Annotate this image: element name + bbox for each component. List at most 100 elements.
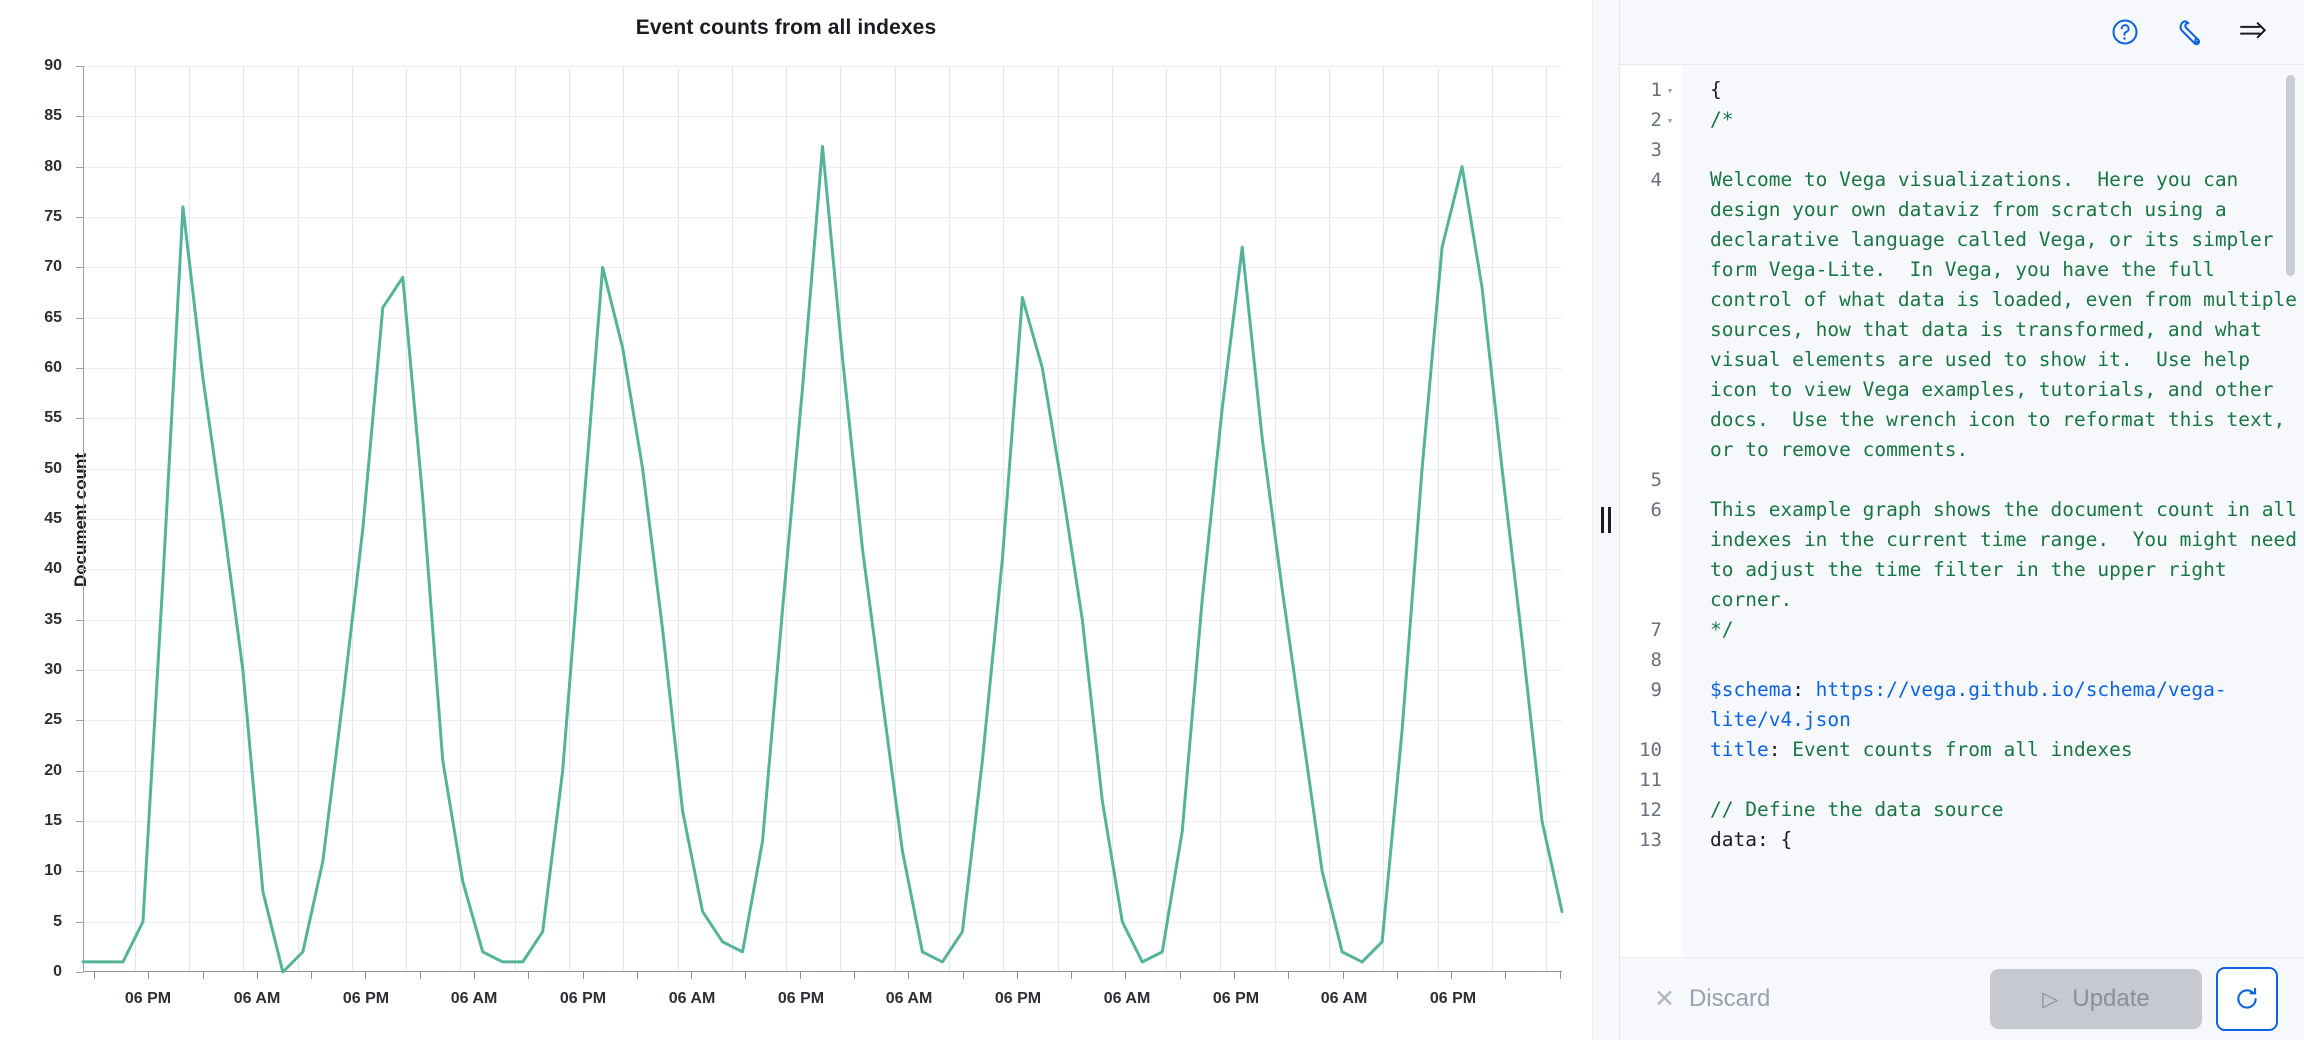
x-tick-mark [365,972,366,979]
y-tick-label: 20 [44,761,62,779]
code-line[interactable]: // Define the data source [1682,795,2304,825]
x-tick-mark [1071,972,1072,979]
line-number-text: 2 [1650,109,1662,131]
editor-vertical-scrollbar[interactable] [2284,73,2297,278]
update-button[interactable]: ▷ Update [1990,969,2202,1029]
y-tick-mark [76,66,83,67]
x-tick-label: 06 PM [559,990,607,1007]
x-gridline [1546,66,1547,972]
x-tick-mark [854,972,855,979]
y-tick-label: 40 [44,560,62,578]
line-number-block: 10▾ [1620,735,1682,765]
x-tick-mark [691,972,692,979]
y-tick-mark [76,317,83,319]
line-number-block: 13▾ [1620,825,1682,855]
chart-title: Event counts from all indexes [0,16,1592,40]
x-tick-mark [1451,972,1452,979]
x-gridline [1220,66,1221,972]
x-tick-mark [745,972,746,979]
line-number: 5▾ [1620,465,1682,495]
code-line[interactable] [1682,765,2304,795]
x-tick-label: 06 AM [1320,990,1368,1007]
line-number-text: 4 [1650,169,1662,191]
code-line[interactable]: This example graph shows the document co… [1682,495,2304,615]
code-line[interactable] [1682,135,2304,165]
line-number-text: 13 [1639,829,1662,851]
x-tick-label: 06 PM [1429,990,1477,1007]
x-gridline [1112,66,1113,972]
line-number: 1 ▾ [1620,75,1682,105]
y-gridline [83,368,1562,369]
y-gridline [83,317,1562,319]
y-tick-mark [76,368,83,369]
y-gridline [83,720,1562,722]
code-line[interactable]: { [1682,75,2304,105]
line-number-block: 2 ▾ [1620,105,1682,135]
code-line[interactable]: /* [1682,105,2304,135]
x-gridline [895,66,896,972]
code-token: : [1792,678,1816,701]
code-token: Event counts from all indexes [1792,738,2133,761]
line-number-block: 5▾ [1620,465,1682,495]
x-tick-label: 06 AM [1103,990,1151,1007]
code-editor[interactable]: 1▾2▾3▾4▾5▾6▾7▾8▾9▾10▾11▾12▾13▾ {/* Welco… [1620,64,2304,957]
vega-spec-editor-pane: 1▾2▾3▾4▾5▾6▾7▾8▾9▾10▾11▾12▾13▾ {/* Welco… [1620,0,2304,1040]
code-token: $schema [1710,678,1793,701]
code-token: // Define the data source [1710,798,2004,821]
y-gridline [83,116,1562,118]
x-tick-mark [1234,972,1235,979]
line-number-text: 12 [1639,799,1662,821]
panel-resize-splitter[interactable] [1592,0,1620,1040]
line-number-text: 9 [1650,679,1662,701]
editor-footer: ✕ Discard ▷ Update [1620,957,2304,1040]
chart-plot-area[interactable]: 0 5 10 15 20 25 30 35 40 45 50 55 60 65 70 75 80 85 90 06 P… [44,57,1562,1007]
fold-toggle-icon[interactable]: ▾ [1666,83,1674,97]
x-gridline [515,66,516,972]
x-tick-mark [94,972,95,979]
line-number-block: 3▾ [1620,135,1682,165]
y-gridline [83,519,1562,520]
x-tick-mark [1397,972,1398,979]
wrench-icon[interactable] [2172,15,2206,49]
help-circle-icon[interactable] [2108,15,2142,49]
close-x-icon: ✕ [1654,984,1675,1013]
code-line[interactable] [1682,465,2304,495]
x-tick-label: 06 AM [233,990,281,1007]
line-number-block: 9▾ [1620,675,1682,735]
line-number-block: 7▾ [1620,615,1682,645]
code-line[interactable]: Welcome to Vega visualizations. Here you… [1682,165,2304,465]
y-gridline [83,267,1562,269]
code-line[interactable] [1682,645,2304,675]
x-tick-mark [1343,972,1344,979]
code-line[interactable]: $schema: https://vega.github.io/schema/v… [1682,675,2304,735]
y-gridline [83,66,1562,67]
line-number-text: 3 [1650,139,1662,161]
x-tick-mark [1180,972,1181,979]
y-tick-label: 85 [44,107,62,125]
y-tick-mark [76,871,83,873]
discard-button[interactable]: ✕ Discard [1654,985,1770,1013]
splitter-grip-icon[interactable] [1601,507,1611,533]
line-number-gutter: 1▾2▾3▾4▾5▾6▾7▾8▾9▾10▾11▾12▾13▾ [1620,65,1682,957]
x-axis-line [83,971,1562,972]
fold-toggle-icon[interactable]: ▾ [1666,113,1674,127]
y-tick-label: 55 [44,409,62,427]
code-content[interactable]: {/* Welcome to Vega visualizations. Here… [1682,65,2304,957]
y-tick-mark [76,821,83,822]
x-tick-label: 06 AM [450,990,498,1007]
code-line[interactable]: data: { [1682,825,2304,855]
code-line[interactable]: */ [1682,615,2304,645]
x-gridline [840,66,841,972]
x-tick-mark [1288,972,1289,979]
x-gridline [406,66,407,972]
code-token: */ [1710,618,1734,641]
refresh-button[interactable] [2216,967,2278,1031]
collapse-arrow-icon[interactable] [2236,15,2270,49]
x-gridline [135,66,136,972]
x-tick-mark [528,972,529,979]
plot-inner [83,66,1562,972]
y-tick-mark [76,720,83,722]
y-gridline [83,217,1562,218]
code-line[interactable]: title: Event counts from all indexes [1682,735,2304,765]
code-token: This example graph shows the document co… [1710,498,2297,611]
